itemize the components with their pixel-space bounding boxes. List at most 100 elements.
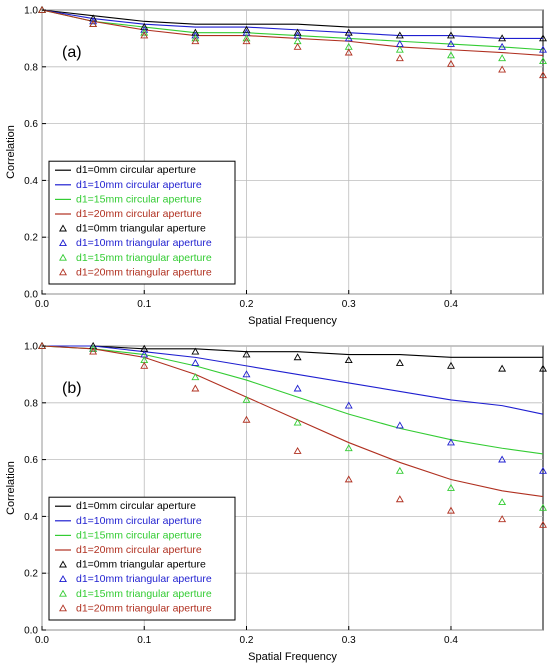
legend-swatch-triangle [59, 589, 67, 597]
data-point-triangle [395, 54, 404, 62]
y-tick-label: 0.2 [24, 569, 38, 580]
y-tick-label: 0.6 [24, 119, 38, 130]
data-point-triangle [498, 42, 507, 50]
data-point-triangle [447, 361, 455, 369]
data-point-triangle [344, 356, 353, 364]
data-point-triangle [242, 37, 251, 45]
legend-a: d1=0mm circular aperture d1=10mm circular… [48, 160, 236, 285]
x-tick-label: 0.1 [137, 635, 151, 646]
data-point-triangle [447, 438, 455, 446]
data-point-triangle [242, 34, 251, 42]
y-tick-label: 0.8 [24, 62, 38, 73]
data-point-triangle [395, 466, 404, 474]
x-tick-label: 0.0 [35, 299, 49, 310]
data-point-triangle [140, 361, 149, 369]
data-point-triangle [89, 17, 98, 25]
legend-swatch-triangle [59, 604, 67, 612]
x-tick-label: 0.3 [342, 635, 356, 646]
y-tick-label: 0.6 [24, 455, 38, 466]
data-point-triangle [191, 347, 200, 355]
y-tick-label: 1.0 [24, 6, 38, 17]
legend-entry: d1=0mm triangular aperture [76, 559, 206, 571]
legend-entry: d1=10mm triangular aperture [76, 237, 212, 249]
ticks-b: 0.0 0.1 0.2 0.3 0.4 0.0 0.2 0.4 0.6 0.8 1.0 [24, 342, 458, 647]
x-tick-label: 0.4 [444, 635, 458, 646]
data-point-triangle [89, 344, 98, 352]
data-point-triangle [293, 28, 302, 36]
data-point-triangle [447, 39, 455, 47]
panel-label-b: (b) [62, 380, 82, 397]
x-tick-label: 0.3 [342, 299, 356, 310]
data-point-triangle [191, 37, 200, 45]
data-point-triangle [191, 34, 200, 42]
data-point-triangle [447, 59, 455, 67]
legend-swatch-triangle [59, 239, 67, 247]
legend-entry: d1=15mm circular aperture [76, 529, 202, 541]
data-point-triangle [344, 475, 353, 483]
data-point-triangle [447, 483, 455, 491]
legend-entry: d1=10mm circular aperture [76, 179, 202, 191]
data-point-triangle [539, 466, 547, 474]
data-point-triangle [539, 503, 547, 511]
data-point-triangle [539, 71, 547, 79]
data-point-triangle [447, 51, 455, 59]
data-point-triangle [539, 45, 547, 53]
legend-entry: d1=15mm triangular aperture [76, 252, 212, 264]
ticks-a: 0.0 0.1 0.2 0.3 0.4 0.0 0.2 0.4 0.6 0.8 1.0 [24, 6, 458, 311]
data-point-triangle [140, 31, 149, 39]
chart-panel-b: 0.0 0.1 0.2 0.3 0.4 0.0 0.2 0.4 0.6 0.8 1.0 (b) Sp… [5, 341, 547, 663]
data-point-triangle [293, 384, 302, 392]
x-tick-label: 0.2 [240, 635, 254, 646]
legend-entry: d1=20mm circular aperture [76, 544, 202, 556]
x-axis-label-a: Spatial Frequency [248, 315, 337, 327]
data-point-triangle [395, 31, 404, 39]
data-point-triangle [242, 415, 251, 423]
data-point-triangle [140, 28, 149, 36]
y-axis-label-a: Correlation [5, 125, 17, 179]
data-point-triangle [498, 65, 507, 73]
panel-label-a: (a) [62, 44, 82, 61]
y-axis-label-b: Correlation [5, 461, 17, 515]
legend-entry: d1=0mm triangular aperture [76, 223, 206, 235]
data-point-triangle [447, 506, 455, 514]
data-point-triangle [191, 373, 200, 381]
x-tick-label: 0.2 [240, 299, 254, 310]
series-layer-a [38, 5, 547, 79]
legend-entry: d1=10mm circular aperture [76, 515, 202, 527]
data-point-triangle [539, 520, 547, 528]
data-point-triangle [498, 54, 507, 62]
series-layer-b [38, 341, 547, 528]
legend-entry: d1=20mm triangular aperture [76, 602, 212, 614]
legend-entry: d1=0mm circular aperture [76, 500, 196, 512]
data-point-triangle [498, 364, 507, 372]
data-point-triangle [293, 42, 302, 50]
data-point-triangle [395, 358, 404, 366]
legend-swatch-triangle [59, 560, 67, 568]
data-point-triangle [395, 421, 404, 429]
legend-entry: d1=20mm triangular aperture [76, 266, 212, 278]
legend-entry: d1=15mm circular aperture [76, 193, 202, 205]
legend-box [48, 160, 236, 285]
y-tick-label: 0.0 [24, 290, 38, 301]
data-point-triangle [242, 395, 251, 403]
y-tick-label: 0.8 [24, 398, 38, 409]
data-point-triangle [344, 48, 353, 56]
series-line [41, 345, 544, 455]
legend-box [48, 496, 236, 621]
y-tick-label: 0.4 [24, 176, 38, 187]
legend-entry: d1=10mm triangular aperture [76, 573, 212, 585]
data-point-triangle [539, 34, 547, 42]
data-point-triangle [395, 495, 404, 503]
x-tick-label: 0.0 [35, 635, 49, 646]
series-line [41, 9, 543, 28]
series-line [42, 345, 543, 358]
data-point-triangle [498, 34, 507, 42]
x-tick-label: 0.1 [137, 299, 151, 310]
x-tick-label: 0.4 [444, 299, 458, 310]
data-point-triangle [242, 370, 251, 378]
legend-entry: d1=15mm triangular aperture [76, 588, 212, 600]
legend-swatch-triangle [59, 575, 67, 583]
data-point-triangle [293, 353, 302, 361]
legend-swatch-triangle [59, 268, 67, 276]
